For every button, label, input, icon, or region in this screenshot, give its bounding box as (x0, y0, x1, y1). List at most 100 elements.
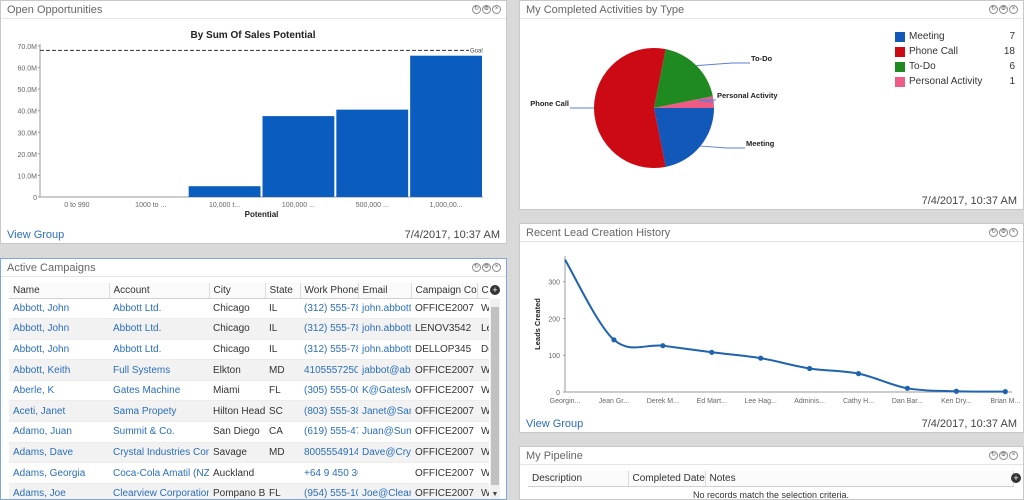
table-cell[interactable]: (312) 555-7854 (300, 298, 358, 320)
column-header[interactable]: State (265, 283, 301, 299)
table-cell[interactable]: john.abbott.d... (358, 318, 411, 340)
table-cell[interactable]: Adams, Georgia (9, 462, 109, 484)
gear-icon[interactable]: ⚙ (482, 5, 491, 14)
column-header[interactable]: Email (358, 283, 412, 299)
table-cell[interactable]: Juan@Summ... (358, 421, 411, 443)
table-cell[interactable]: Clearview Corporation Inc. (109, 483, 209, 499)
table-cell[interactable] (358, 462, 411, 484)
data-point[interactable] (855, 371, 862, 377)
table-cell[interactable]: Abbott, John (9, 318, 109, 340)
table-cell[interactable]: Crystal Industries Communi... (109, 442, 209, 464)
table-cell[interactable]: (803) 555-3842 (300, 400, 358, 423)
column-header-description[interactable]: Description (528, 471, 629, 487)
table-cell[interactable]: Dave@Cryst... (358, 442, 411, 464)
refresh-icon[interactable]: ↻ (472, 263, 481, 272)
data-point[interactable] (611, 337, 617, 343)
table-row[interactable]: Abbott, Keith Full Systems Elkton MD 4105557… (9, 359, 489, 381)
data-point[interactable] (807, 365, 813, 372)
gear-icon[interactable]: ⚙ (999, 228, 1008, 237)
table-cell[interactable]: Abbott, Keith (9, 359, 109, 381)
add-pipeline-button[interactable]: + (1011, 473, 1021, 483)
data-point[interactable] (709, 349, 715, 355)
table-row[interactable]: Aberle, K Gates Machine Miami FL (305) 555-0… (9, 380, 489, 402)
column-header-notes[interactable]: Notes (705, 471, 1014, 487)
table-cell[interactable]: +64 9 450 3000 (300, 462, 358, 484)
table-cell[interactable]: Summit & Co. (109, 421, 209, 443)
table-cell[interactable]: Abbott Ltd. (109, 339, 209, 361)
legend-item[interactable]: Personal Activity 1 (895, 74, 1015, 89)
legend-item[interactable]: To-Do 6 (895, 59, 1015, 74)
legend-item[interactable]: Phone Call 18 (895, 44, 1015, 59)
data-point[interactable] (660, 343, 666, 349)
table-cell[interactable]: (954) 555-1010 (300, 483, 358, 499)
table-row[interactable]: Aceti, Janet Sama Propety Hilton Head SC (80… (9, 400, 489, 423)
bar[interactable] (262, 116, 335, 197)
gear-icon[interactable]: ⚙ (999, 5, 1008, 14)
table-cell[interactable]: Gates Machine (109, 380, 209, 402)
add-campaign-button[interactable]: + (490, 285, 500, 295)
column-header[interactable]: Work Phone (300, 283, 359, 299)
refresh-icon[interactable]: ↻ (472, 5, 481, 14)
scrollbar-thumb[interactable] (491, 307, 499, 485)
data-point[interactable] (904, 385, 911, 391)
table-cell[interactable]: Abbott Ltd. (109, 298, 209, 320)
column-header[interactable]: Ca (477, 283, 489, 299)
table-cell[interactable]: Adamo, Juan (9, 421, 109, 443)
table-cell[interactable]: jabbot@abbo... (358, 359, 411, 381)
table-cell[interactable]: (619) 555-4728 (300, 421, 358, 443)
column-header[interactable]: Campaign Code (411, 283, 478, 299)
column-header[interactable]: Account (109, 283, 210, 299)
table-cell[interactable]: Aceti, Janet (9, 400, 109, 423)
table-cell[interactable]: Joe@Clearvi... (358, 483, 411, 499)
close-icon[interactable]: × (1009, 5, 1018, 14)
table-cell[interactable]: Adams, Joe (9, 483, 109, 499)
table-cell[interactable]: Abbott, John (9, 298, 109, 320)
table-row[interactable]: Abbott, John Abbott Ltd. Chicago IL (312) 55… (9, 298, 489, 320)
gear-icon[interactable]: ⚙ (999, 451, 1008, 460)
table-cell[interactable]: Abbott Ltd. (109, 318, 209, 340)
table-cell[interactable]: john.abbott.d... (358, 298, 411, 320)
data-point[interactable] (758, 355, 764, 361)
table-cell[interactable]: Coca-Cola Amatil (NZ) Ltd. (109, 462, 209, 484)
view-group-link[interactable]: View Group (526, 417, 584, 430)
refresh-icon[interactable]: ↻ (989, 5, 998, 14)
column-header[interactable]: City (209, 283, 266, 299)
gear-icon[interactable]: ⚙ (482, 263, 491, 272)
vertical-scrollbar[interactable]: ▼ (490, 299, 500, 499)
table-cell[interactable]: 8005554914x... (300, 442, 358, 464)
table-row[interactable]: Abbott, John Abbott Ltd. Chicago IL (312) 55… (9, 318, 489, 340)
table-cell[interactable]: (305) 555-0057 (300, 380, 358, 402)
close-icon[interactable]: × (1009, 451, 1018, 460)
table-cell[interactable]: Abbott, John (9, 339, 109, 361)
data-point[interactable] (1002, 389, 1008, 395)
refresh-icon[interactable]: ↻ (989, 451, 998, 460)
pie-slice[interactable] (654, 49, 713, 108)
refresh-icon[interactable]: ↻ (989, 228, 998, 237)
table-cell[interactable]: (312) 555-7854 (300, 339, 358, 361)
table-cell[interactable]: 4105557250x... (300, 359, 358, 381)
view-group-link[interactable]: View Group (7, 228, 65, 241)
table-cell[interactable]: Janet@Sama... (358, 400, 411, 423)
close-icon[interactable]: × (492, 263, 501, 272)
pie-slice[interactable] (654, 108, 714, 167)
table-cell[interactable]: john.abbott.d... (358, 339, 411, 361)
bar[interactable] (188, 186, 261, 197)
bar[interactable] (336, 109, 409, 197)
table-cell[interactable]: Adams, Dave (9, 442, 109, 464)
table-cell[interactable]: (312) 555-7854 (300, 318, 358, 340)
table-cell[interactable]: K@GatesMa... (358, 380, 411, 402)
table-row[interactable]: Abbott, John Abbott Ltd. Chicago IL (312) 55… (9, 339, 489, 361)
legend-item[interactable]: Meeting 7 (895, 29, 1015, 44)
table-cell[interactable]: Sama Propety (109, 400, 209, 423)
pie-slice[interactable] (654, 96, 714, 108)
bar[interactable] (410, 55, 482, 198)
column-header[interactable]: Name (9, 283, 110, 299)
table-cell[interactable]: Full Systems (109, 359, 209, 381)
table-cell[interactable]: Aberle, K (9, 380, 109, 402)
pie-slice[interactable] (594, 47, 666, 168)
close-icon[interactable]: × (492, 5, 501, 14)
data-point[interactable] (953, 388, 959, 394)
